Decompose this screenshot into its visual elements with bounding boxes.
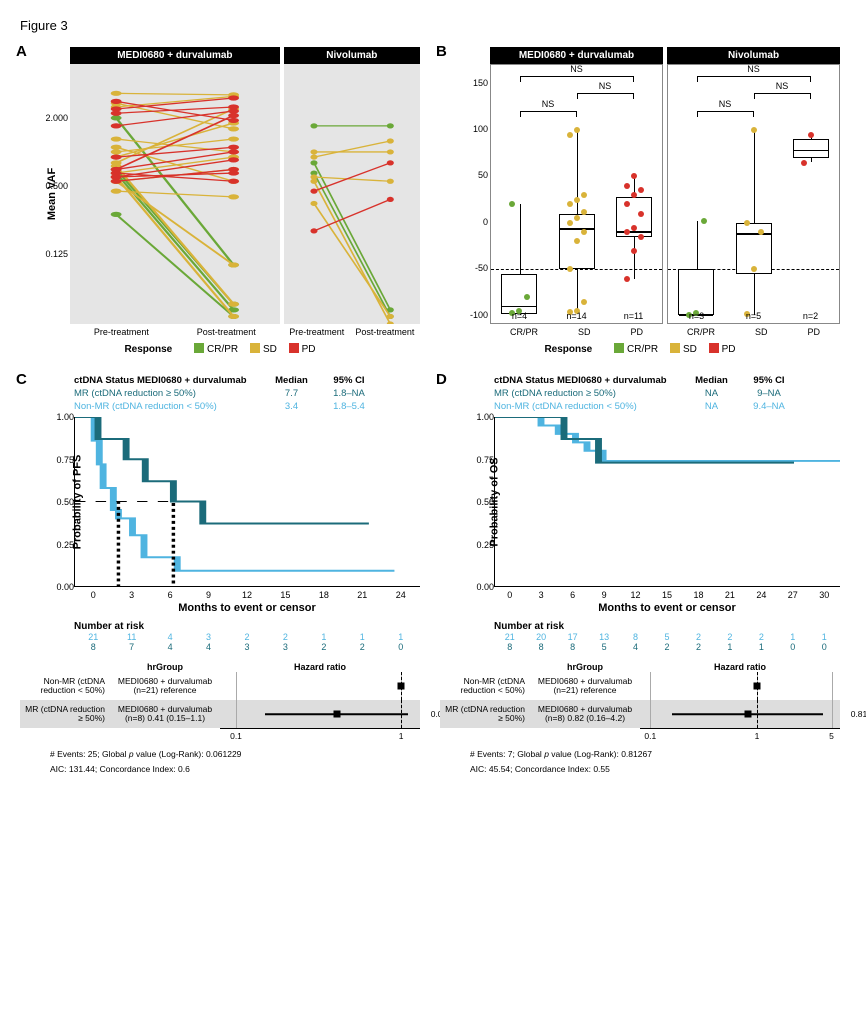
x-post: Post-treatment — [197, 327, 256, 337]
figure-title: Figure 3 — [20, 18, 846, 33]
plot-area-medi — [70, 64, 280, 324]
x-pre: Pre-treatment — [94, 327, 149, 337]
panel-a-y-label: Mean VAF — [46, 168, 58, 220]
panel-b: B MEDI0680 + durvalumab Nivolumab % Chan… — [440, 47, 840, 355]
panel-b-legend: Response CR/PR SD PD — [440, 343, 840, 355]
strip-b-nivo: Nivolumab — [667, 47, 840, 64]
panel-a-y-axis: Mean VAF 0.1250.5002.000 — [20, 64, 70, 324]
panel-c-letter: C — [16, 371, 27, 388]
panel-a-legend: Response CR/PR SD PD — [20, 343, 420, 355]
plot-b-area-medi: n=4n=14n=11NSNSNS — [490, 64, 663, 324]
panel-c: C ctDNA Status MEDI0680 + durvalumabMedi… — [20, 375, 420, 774]
strip-medi: MEDI0680 + durvalumab — [70, 47, 280, 64]
x-post-2: Post-treatment — [355, 327, 414, 337]
panel-a-letter: A — [16, 43, 27, 60]
panel-d-letter: D — [436, 371, 447, 388]
panel-b-strips: MEDI0680 + durvalumab Nivolumab — [490, 47, 840, 64]
strip-nivo: Nivolumab — [284, 47, 420, 64]
panel-a: A MEDI0680 + durvalumab Nivolumab Mean V… — [20, 47, 420, 355]
panel-d: D ctDNA Status MEDI0680 + durvalumabMedi… — [440, 375, 840, 774]
plot-area-nivo — [284, 64, 420, 324]
x-pre-2: Pre-treatment — [289, 327, 344, 337]
panel-b-y-axis: % Change from baseline mean VAF -100-500… — [440, 64, 490, 324]
panel-a-strips: MEDI0680 + durvalumab Nivolumab — [70, 47, 420, 64]
plot-b-area-nivo: n=3n=5n=2NSNSNS — [667, 64, 840, 324]
strip-b-medi: MEDI0680 + durvalumab — [490, 47, 663, 64]
panel-b-letter: B — [436, 43, 447, 60]
